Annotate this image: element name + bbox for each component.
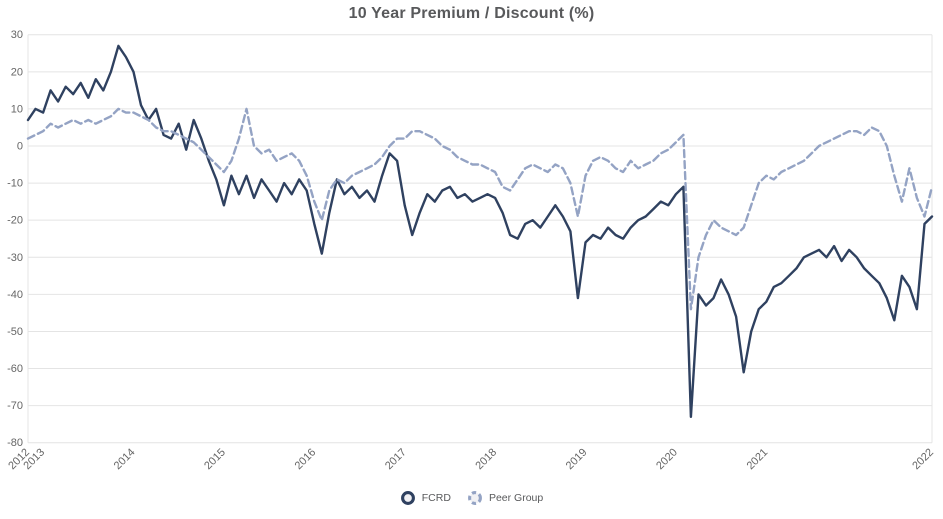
y-axis-tick-label: -60 <box>7 363 23 375</box>
x-axis-tick-label: 2014 <box>112 446 138 472</box>
x-axis-tick-label: 2018 <box>473 446 499 472</box>
y-axis-tick-label: -30 <box>7 252 23 264</box>
chart-title: 10 Year Premium / Discount (%) <box>348 5 595 22</box>
legend-label-fcrd: FCRD <box>421 492 451 504</box>
x-axis-tick-label: 2016 <box>293 446 319 472</box>
legend: FCRD Peer Group <box>0 490 943 506</box>
x-axis-tick-label: 2021 <box>745 446 771 472</box>
x-axis-tick-label: 2019 <box>564 446 590 472</box>
y-axis-tick-label: -20 <box>7 215 23 227</box>
x-axis-tick-label: 2022 <box>910 446 936 472</box>
fcrd-legend-marker-icon <box>400 490 416 506</box>
y-axis-tick-label: -10 <box>7 178 23 190</box>
legend-item-fcrd[interactable]: FCRD <box>400 490 451 506</box>
peer-group-legend-marker-icon <box>467 490 483 506</box>
y-axis-tick-label: 10 <box>11 103 23 115</box>
x-axis-tick-label: 2015 <box>202 446 228 472</box>
x-axis-tick-label: 2020 <box>654 446 680 472</box>
y-axis-tick-label: -50 <box>7 326 23 338</box>
y-axis-tick-label: 20 <box>11 66 23 78</box>
x-axis-tick-label: 2017 <box>383 446 409 472</box>
y-axis-tick-label: 30 <box>11 29 23 41</box>
legend-label-peer-group: Peer Group <box>488 492 544 504</box>
y-axis-tick-label: -80 <box>7 437 23 449</box>
legend-item-peer-group[interactable]: Peer Group <box>467 490 543 506</box>
peer-group-series-line <box>26 107 934 311</box>
y-axis-tick-label: -40 <box>7 289 23 301</box>
y-axis-tick-label: 0 <box>17 141 23 153</box>
fcrd-series-line <box>26 44 934 418</box>
y-axis-tick-label: -70 <box>7 400 23 412</box>
